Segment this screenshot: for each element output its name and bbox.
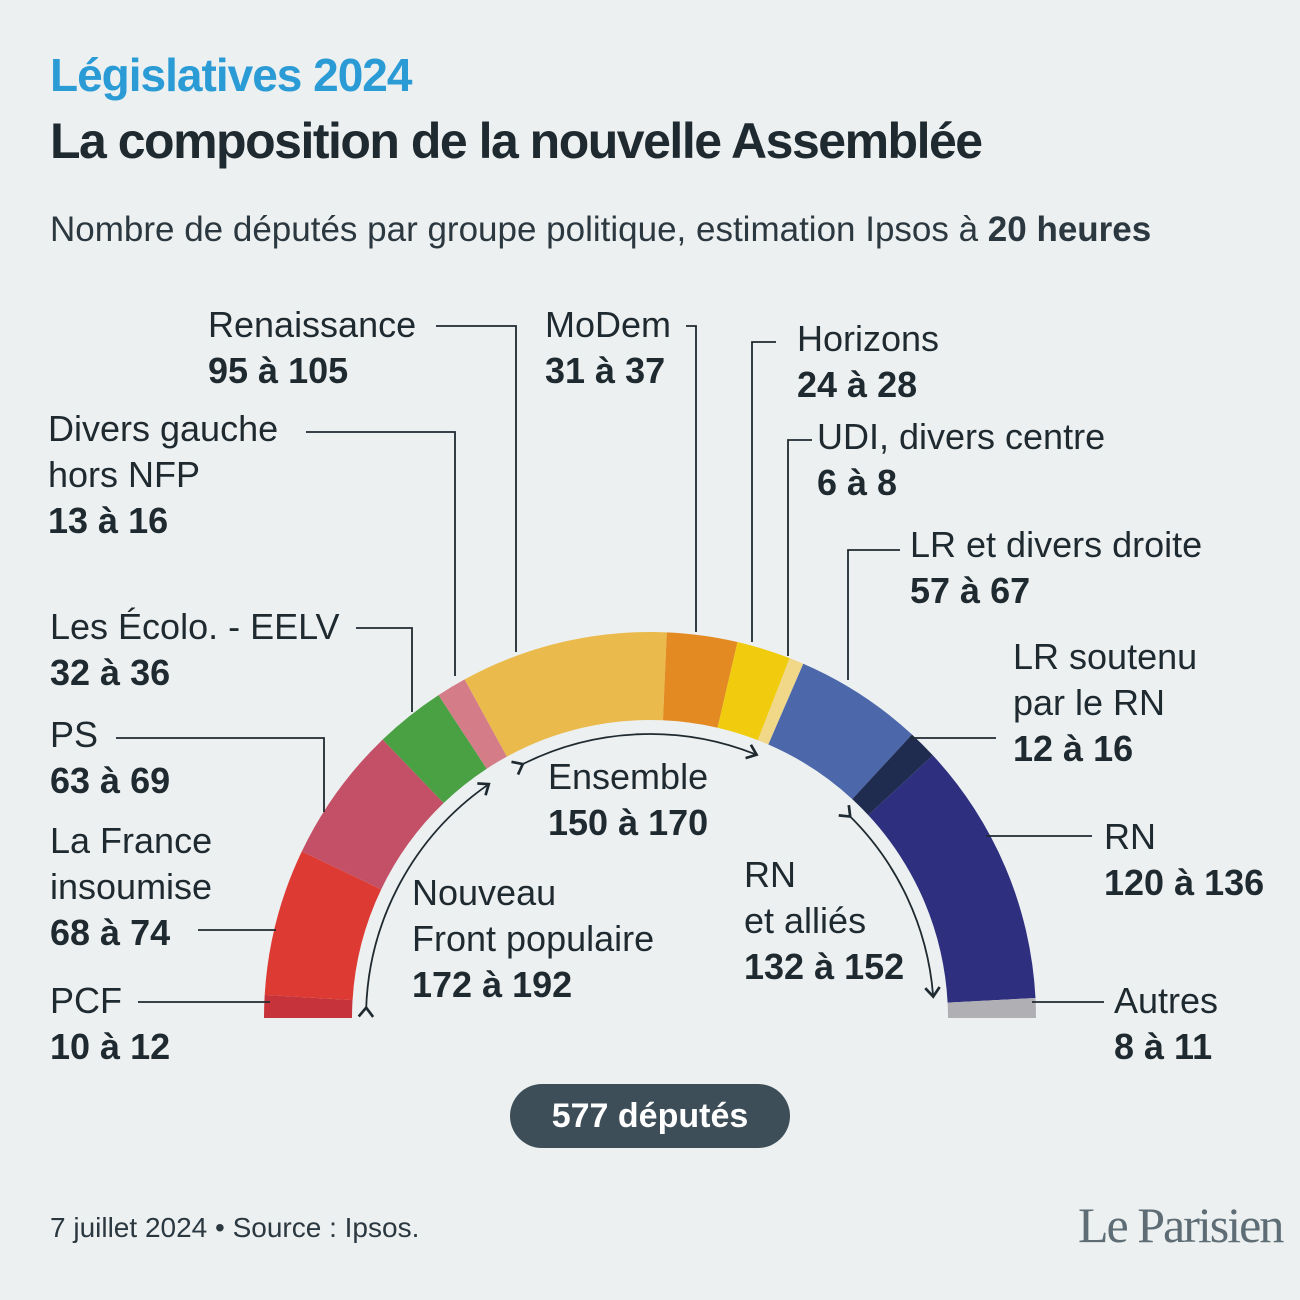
label-lfi-name-1: La France (50, 820, 213, 861)
segment-lrrn (852, 734, 933, 816)
leader-line-dvg (306, 431, 456, 676)
bracket-rnallies (838, 804, 941, 999)
total-badge: 577 députés (510, 1084, 790, 1148)
label-modem-value: 31 à 37 (545, 350, 666, 391)
subtitle-bold: 20 heures (987, 210, 1152, 249)
label-bloc-ensemble-name: Ensemble (548, 756, 709, 797)
label-ps-value: 63 à 69 (50, 760, 171, 801)
segment-modem (662, 632, 738, 728)
label-pcf-name: PCF (50, 980, 122, 1021)
leader-line-eelv (356, 627, 413, 712)
label-bloc-rnallies-name-1: RN (744, 854, 796, 895)
label-lrrn-name-2: par le RN (1013, 682, 1166, 723)
label-dvg-name-2: hors NFP (48, 454, 201, 495)
label-udi-value: 6 à 8 (817, 462, 898, 503)
label-renaissance-name: Renaissance (208, 304, 417, 345)
leader-line-horizons (751, 341, 776, 642)
leader-line-udi (787, 439, 812, 656)
label-lr: LR et divers droite 57 à 67 (910, 522, 1202, 614)
label-eelv: Les Écolo. - EELV 32 à 36 (50, 604, 339, 696)
leader-line-renaissance (436, 325, 517, 652)
label-udi-name: UDI, divers centre (817, 416, 1106, 457)
label-bloc-nfp-value: 172 à 192 (412, 964, 573, 1005)
leader-line-ps (116, 737, 325, 812)
bloc-brackets (357, 733, 941, 1018)
segment-horizons (717, 642, 790, 741)
label-bloc-rnallies-value: 132 à 152 (744, 946, 905, 987)
label-autres-value: 8 à 11 (1114, 1026, 1213, 1067)
label-modem-name: MoDem (545, 304, 672, 345)
segment-udi (757, 658, 804, 745)
label-lfi: La France insoumise 68 à 74 (50, 818, 212, 956)
label-lr-value: 57 à 67 (910, 570, 1031, 611)
label-udi: UDI, divers centre 6 à 8 (817, 414, 1105, 506)
label-bloc-rnallies-name-2: et alliés (744, 900, 867, 941)
le-parisien-logo: Le Parisien (1078, 1197, 1284, 1253)
segment-eelv (382, 695, 487, 804)
label-rn: RN 120 à 136 (1104, 814, 1264, 906)
label-horizons-name: Horizons (797, 318, 940, 359)
kicker: Législatives 2024 (50, 49, 412, 101)
label-modem: MoDem 31 à 37 (545, 302, 671, 394)
segment-lfi (264, 851, 382, 1001)
segment-renaissance (464, 631, 667, 757)
label-horizons-value: 24 à 28 (797, 364, 918, 405)
subtitle: Nombre de députés par groupe politique, … (50, 210, 1151, 250)
label-eelv-value: 32 à 36 (50, 652, 171, 693)
page-title: La composition de la nouvelle Assemblée (50, 113, 983, 169)
label-autres: Autres 8 à 11 (1114, 978, 1218, 1070)
leader-lines (116, 325, 1104, 1003)
label-lr-name: LR et divers droite (910, 524, 1203, 565)
label-dvg-name-1: Divers gauche (48, 408, 279, 449)
label-dvg: Divers gauche hors NFP 13 à 16 (48, 406, 278, 544)
label-pcf: PCF 10 à 12 (50, 978, 170, 1070)
segment-lr (768, 663, 912, 800)
label-rn-value: 120 à 136 (1104, 862, 1265, 903)
subtitle-text: Nombre de députés par groupe politique, … (50, 210, 988, 249)
label-dvg-value: 13 à 16 (48, 500, 169, 541)
label-lfi-name-2: insoumise (50, 866, 213, 907)
label-ps-name: PS (50, 714, 99, 755)
label-bloc-ensemble: Ensemble 150 à 170 (548, 754, 708, 846)
leader-line-modem (686, 325, 697, 632)
label-ps: PS 63 à 69 (50, 712, 170, 804)
label-bloc-rnallies: RN et alliés 132 à 152 (744, 852, 904, 990)
segment-pcf (264, 994, 353, 1018)
label-eelv-name: Les Écolo. - EELV (50, 606, 340, 647)
label-bloc-nfp-name-1: Nouveau (412, 872, 557, 913)
leader-line-lr (847, 549, 900, 680)
label-lrrn-name-1: LR soutenu (1013, 636, 1198, 677)
segment-autres (947, 998, 1036, 1018)
label-lrrn: LR soutenu par le RN 12 à 16 (1013, 634, 1197, 772)
label-bloc-nfp: Nouveau Front populaire 172 à 192 (412, 870, 654, 1008)
segment-dvg (438, 679, 507, 769)
label-bloc-ensemble-value: 150 à 170 (548, 802, 709, 843)
label-renaissance: Renaissance 95 à 105 (208, 302, 416, 394)
bracket-ensemble (511, 733, 759, 776)
label-lfi-value: 68 à 74 (50, 912, 171, 953)
label-horizons: Horizons 24 à 28 (797, 316, 939, 408)
label-rn-name: RN (1104, 816, 1156, 857)
label-autres-name: Autres (1114, 980, 1219, 1021)
label-renaissance-value: 95 à 105 (208, 350, 349, 391)
label-bloc-nfp-name-2: Front populaire (412, 918, 655, 959)
label-pcf-value: 10 à 12 (50, 1026, 171, 1067)
label-lrrn-value: 12 à 16 (1013, 728, 1134, 769)
bracket-nfp (357, 782, 491, 1018)
footer-source: 7 juillet 2024 • Source : Ipsos. (50, 1212, 420, 1243)
